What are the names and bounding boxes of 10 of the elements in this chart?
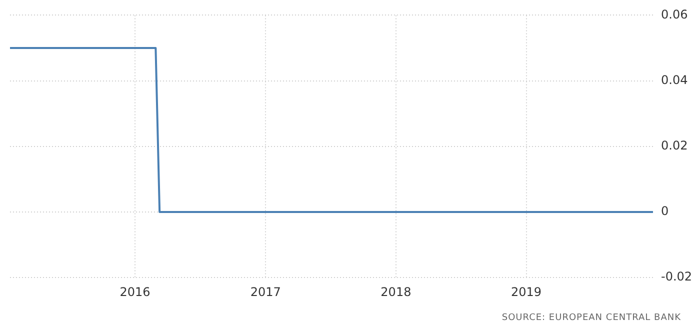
- y-tick-label: 0.02: [661, 138, 688, 153]
- y-tick-label: -0.02: [661, 270, 692, 284]
- x-tick-label: 2017: [250, 284, 281, 299]
- y-tick-label: 0.06: [661, 7, 688, 22]
- y-tick-label: 0.04: [661, 72, 688, 87]
- x-tick-label: 2019: [510, 284, 542, 299]
- x-tick-label: 2018: [380, 284, 412, 299]
- y-tick-label: 0: [661, 204, 669, 218]
- x-tick-label: 2016: [120, 284, 150, 299]
- source-note: SOURCE: EUROPEAN CENTRAL BANK: [502, 313, 681, 323]
